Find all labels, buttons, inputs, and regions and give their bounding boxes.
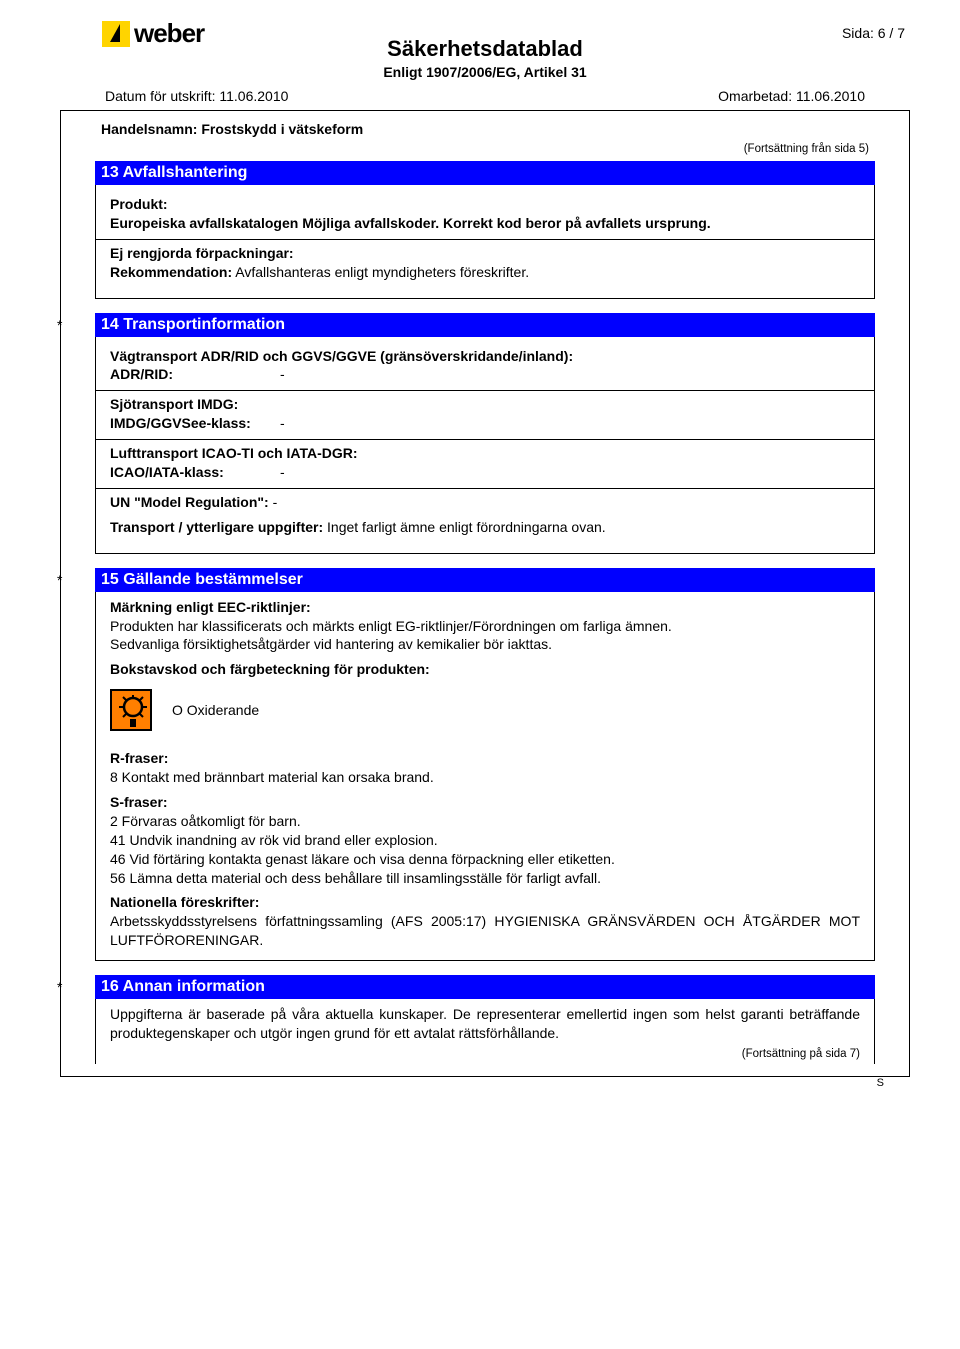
s14-air-heading: Lufttransport ICAO-TI och IATA-DGR: [110,444,860,463]
s15-mark-heading: Märkning enligt EEC-riktlinjer: [110,598,860,617]
national-heading: Nationella föreskrifter: [110,893,860,912]
hazard-label: O Oxiderande [172,701,259,720]
asterisk-icon: * [57,317,62,333]
section-13-body: Produkt: Europeiska avfallskatalogen Möj… [95,185,875,299]
section-16-body: Uppgifterna är baserade på våra aktuella… [95,999,875,1064]
s13-product-text: Europeiska avfallskatalogen Möjliga avfa… [110,214,860,233]
s15-mark-t2: Sedvanliga försiktighetsåtgärder vid han… [110,635,860,654]
s14-un-v: - [273,494,278,510]
section-13: 13 Avfallshantering Produkt: Europeiska … [73,161,897,299]
s14-road-heading: Vägtransport ADR/RID och GGVS/GGVE (grän… [110,347,860,366]
s-phrase-46: 46 Vid förtäring kontakta genast läkare … [110,850,860,869]
s15-mark-t1: Produkten har klassificerats och märkts … [110,617,860,636]
content-frame: Handelsnamn: Frostskydd i vätskeform (Fo… [60,110,910,1077]
oxidising-icon [110,689,152,731]
s-mark: S [60,1077,884,1089]
logo-mark-icon [102,21,130,47]
s15-code-heading: Bokstavskod och färgbeteckning för produ… [110,660,860,679]
s-phrase-56: 56 Lämna detta material och dess behålla… [110,869,860,888]
s14-road-v: - [280,365,285,384]
sds-page: weber Sida: 6 / 7 Säkerhetsdatablad Enli… [0,0,960,1119]
s16-text: Uppgifterna är baserade på våra aktuella… [110,1005,860,1043]
section-16-head: 16 Annan information [95,975,875,999]
s-phrase-2: 2 Förvaras oåtkomligt för barn. [110,812,860,831]
s14-sea-kv: IMDG/GGVSee-klass: - [110,414,860,433]
s14-extra-row: Transport / ytterligare uppgifter: Inget… [110,518,860,537]
s13-product-text-inner: Europeiska avfallskatalogen Möjliga avfa… [110,215,711,231]
meta-line: Datum för utskrift: 11.06.2010 Omarbetad… [105,88,865,104]
trade-name: Handelsnamn: Frostskydd i vätskeform [101,121,363,137]
s14-un-row: UN "Model Regulation": - [110,493,860,512]
continuation-to: (Fortsättning på sida 7) [110,1047,860,1063]
s14-air-v: - [280,463,285,482]
r-phrases-heading: R-fraser: [110,749,860,768]
section-16: * 16 Annan information Uppgifterna är ba… [73,975,897,1064]
continuation-from: (Fortsättning från sida 5) [61,143,869,155]
s13-pack-text: Rekommendation: Avfallshanteras enligt m… [110,263,860,282]
doc-subtitle: Enligt 1907/2006/EG, Artikel 31 [60,64,910,80]
print-date: Datum för utskrift: 11.06.2010 [105,88,288,104]
trade-name-row: Handelsnamn: Frostskydd i vätskeform [101,121,869,139]
section-14-body: Vägtransport ADR/RID och GGVS/GGVE (grän… [95,337,875,554]
s14-sea-v: - [280,414,285,433]
section-14: * 14 Transportinformation Vägtransport A… [73,313,897,554]
section-14-head: 14 Transportinformation [95,313,875,337]
s14-air-k: ICAO/IATA-klass: [110,463,280,482]
page-number: Sida: 6 / 7 [842,25,905,41]
s14-extra-h: Transport / ytterligare uppgifter: [110,519,323,535]
section-13-head: 13 Avfallshantering [95,161,875,185]
brand-logo: weber [102,18,204,49]
s13-product-heading: Produkt: [110,195,860,214]
asterisk-icon: * [57,979,62,995]
section-15: * 15 Gällande bestämmelser Märkning enli… [73,568,897,961]
hazard-row: O Oxiderande [110,689,860,731]
national-text: Arbetsskyddsstyrelsens författningssamli… [110,912,860,950]
asterisk-icon: * [57,572,62,588]
s-phrase-41: 41 Undvik inandning av rök vid brand ell… [110,831,860,850]
s14-road-kv: ADR/RID: - [110,365,860,384]
s14-un-h: UN "Model Regulation": [110,494,269,510]
section-15-body: Märkning enligt EEC-riktlinjer: Produkte… [95,592,875,961]
section-15-head: 15 Gällande bestämmelser [95,568,875,592]
s14-extra-v: Inget farligt ämne enligt förordningarna… [327,519,606,535]
s13-pack-heading: Ej rengjorda förpackningar: [110,244,860,263]
s14-road-k: ADR/RID: [110,365,280,384]
s14-air-kv: ICAO/IATA-klass: - [110,463,860,482]
revised-date: Omarbetad: 11.06.2010 [718,88,865,104]
logo-text: weber [134,18,204,49]
s-phrases-heading: S-fraser: [110,793,860,812]
s14-sea-heading: Sjötransport IMDG: [110,395,860,414]
r-phrase-8: 8 Kontakt med brännbart material kan ors… [110,768,860,787]
s14-sea-k: IMDG/GGVSee-klass: [110,414,280,433]
